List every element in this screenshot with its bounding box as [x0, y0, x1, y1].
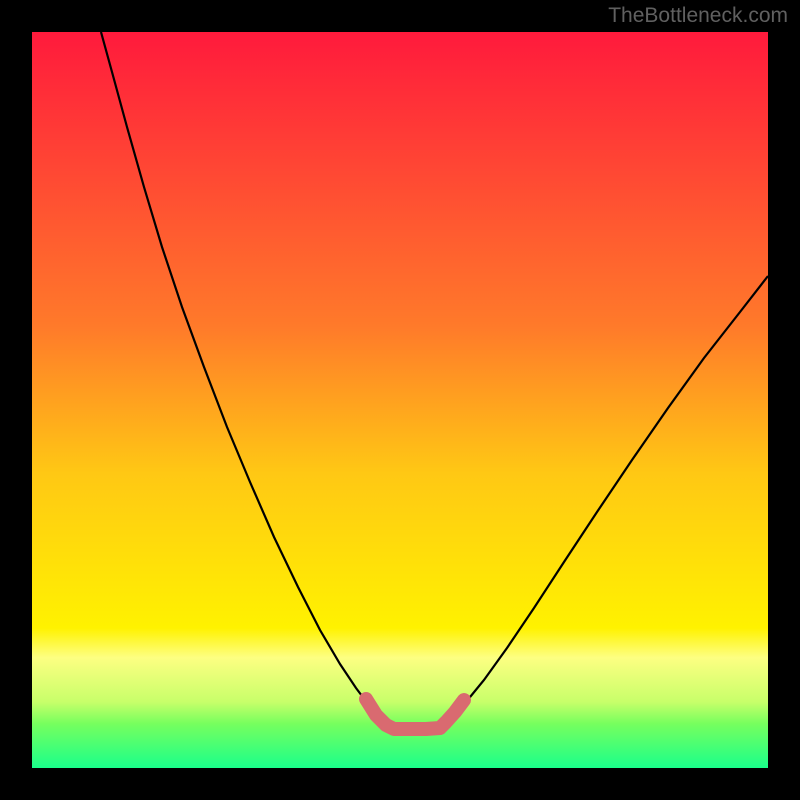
watermark-text: TheBottleneck.com	[608, 4, 788, 28]
plot-area	[32, 32, 768, 768]
plot-svg	[32, 32, 768, 768]
bottleneck-curve	[101, 32, 768, 728]
marker-highlight	[366, 699, 464, 729]
